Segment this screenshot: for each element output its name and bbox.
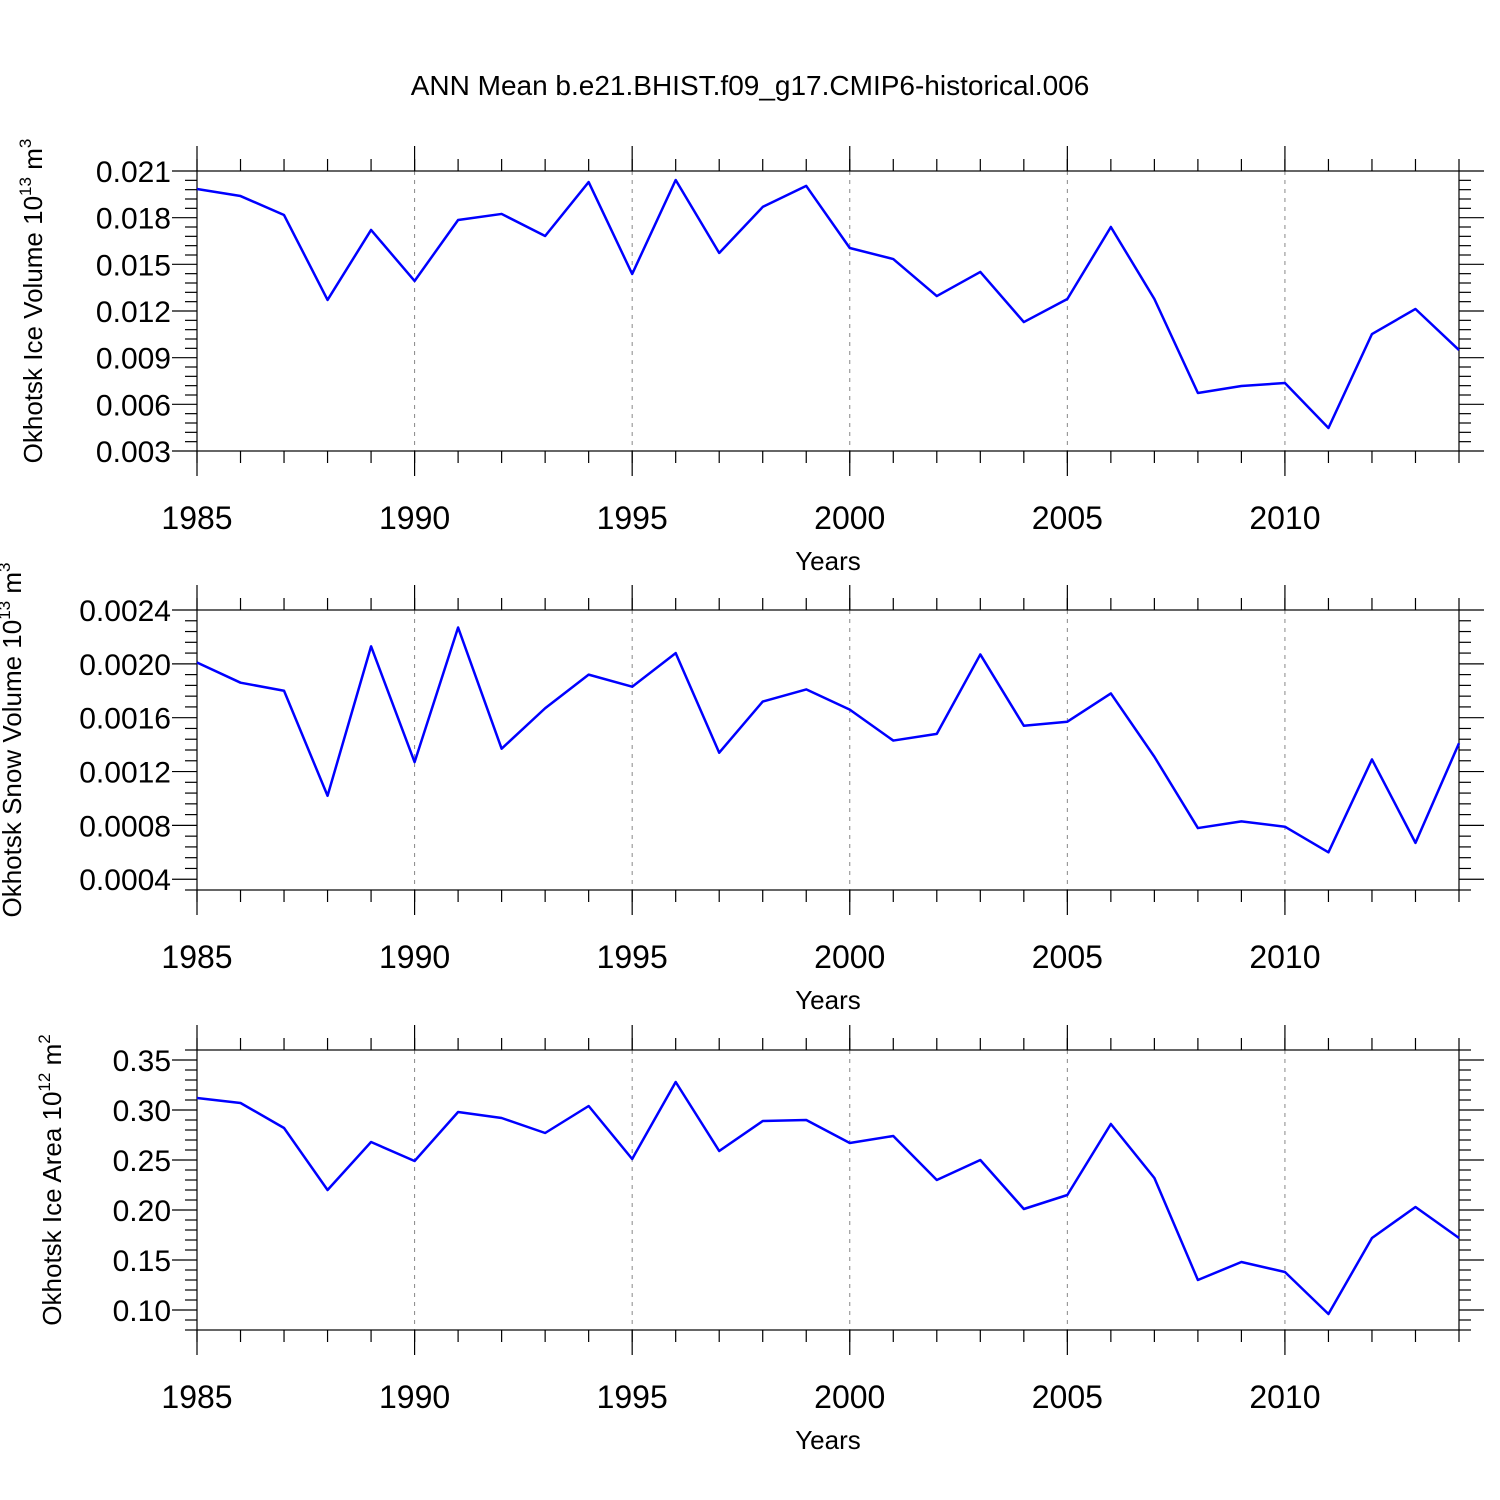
plot-frame [196, 170, 1460, 452]
y-tick-label: 0.20 [113, 1195, 171, 1228]
x-tick-label: 2005 [1032, 1379, 1103, 1415]
data-line [196, 178, 1460, 430]
y-axis-label-part: Okhotsk Ice Volume 10 [18, 196, 48, 463]
x-tick-label: 1995 [597, 939, 668, 975]
y-axis-label-part: 3 [16, 139, 35, 148]
x-axis-label: Years [795, 1425, 861, 1455]
y-axis-label-part: 13 [0, 601, 14, 620]
x-tick-label: 1985 [161, 1379, 232, 1415]
x-axis-label: Years [795, 985, 861, 1015]
y-axis-label: Okhotsk Snow Volume 1013 m3 [0, 563, 27, 918]
x-tick-label: 2005 [1032, 939, 1103, 975]
x-tick-label: 1990 [379, 939, 450, 975]
data-line [196, 1080, 1460, 1316]
y-tick-label: 0.012 [96, 296, 171, 329]
x-tick-label: 1995 [597, 500, 668, 536]
y-tick-label: 0.015 [96, 249, 171, 282]
x-tick-label: 2010 [1249, 500, 1320, 536]
x-tick-label: 1990 [379, 500, 450, 536]
data-line [196, 626, 1461, 854]
y-axis-label: Okhotsk Ice Area 1012 m2 [35, 1034, 67, 1325]
y-axis-label-part: 3 [0, 563, 14, 572]
x-tick-label: 2010 [1249, 939, 1320, 975]
x-tick-label: 2000 [814, 1379, 885, 1415]
y-axis-label-part: Okhotsk Snow Volume 10 [0, 620, 27, 918]
x-tick-label: 2000 [814, 500, 885, 536]
x-tick-label: 2005 [1032, 500, 1103, 536]
y-axis-label-part: 13 [16, 177, 35, 196]
y-axis-label-part: Okhotsk Ice Area 10 [37, 1092, 67, 1326]
y-tick-label: 0.009 [96, 343, 171, 376]
plot-frame [196, 1049, 1460, 1331]
y-tick-label: 0.0004 [79, 864, 171, 897]
chart-title: ANN Mean b.e21.BHIST.f09_g17.CMIP6-histo… [411, 70, 1090, 101]
x-tick-label: 1985 [161, 939, 232, 975]
y-tick-label: 0.30 [113, 1095, 171, 1128]
y-tick-label: 0.003 [96, 436, 171, 469]
y-tick-label: 0.021 [96, 156, 171, 189]
x-tick-label: 2010 [1249, 1379, 1320, 1415]
y-axis-label-part: 2 [35, 1034, 54, 1043]
y-axis-label-part: m [0, 572, 27, 601]
y-tick-label: 0.0012 [79, 757, 171, 790]
x-tick-label: 1995 [597, 1379, 668, 1415]
x-axis-label: Years [795, 546, 861, 576]
y-tick-label: 0.25 [113, 1145, 171, 1178]
y-tick-label: 0.0016 [79, 703, 171, 736]
y-tick-label: 0.0024 [79, 595, 171, 628]
y-tick-label: 0.10 [113, 1295, 171, 1328]
x-tick-label: 2000 [814, 939, 885, 975]
y-tick-label: 0.018 [96, 203, 171, 236]
y-axis-label-part: m [37, 1044, 67, 1073]
y-axis-label-part: m [18, 148, 48, 177]
x-tick-label: 1985 [161, 500, 232, 536]
y-tick-label: 0.15 [113, 1245, 171, 1278]
y-axis-label: Okhotsk Ice Volume 1013 m3 [16, 139, 48, 464]
y-tick-label: 0.006 [96, 389, 171, 422]
plot-frame [196, 609, 1460, 891]
x-tick-label: 1990 [379, 1379, 450, 1415]
y-tick-label: 0.35 [113, 1045, 171, 1078]
y-axis-label-part: 12 [35, 1073, 54, 1092]
y-tick-label: 0.0020 [79, 649, 171, 682]
y-tick-label: 0.0008 [79, 810, 171, 843]
